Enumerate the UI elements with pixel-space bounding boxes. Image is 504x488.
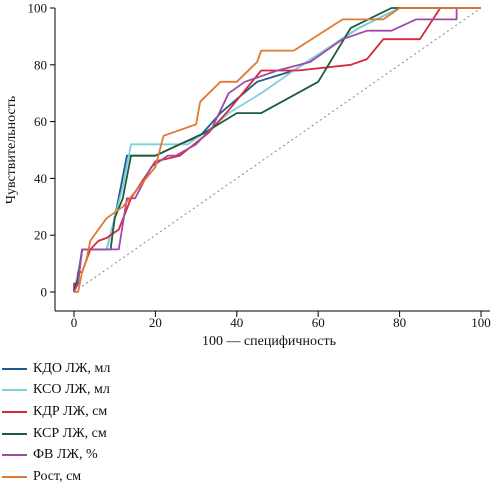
x-tick-label: 20 [149,315,162,330]
y-tick-label: 0 [41,285,48,300]
y-tick-label: 100 [28,1,48,16]
series-lines [73,7,481,293]
legend-item: ФВ ЛЖ, % [2,444,110,466]
legend-swatch [2,367,27,370]
legend-item: КСР ЛЖ, см [2,423,110,445]
y-tick-label: 40 [34,171,47,186]
x-axis-title: 100 — специфичность [202,334,336,349]
x-tick-label: 100 [471,315,491,330]
x-tick-label: 0 [71,315,78,330]
series-line-6 [74,7,481,293]
y-ticks: 0 20 40 60 80 100 [28,1,55,300]
legend: КДО ЛЖ, мл КСО ЛЖ, мл КДР ЛЖ, см КСР ЛЖ, см… [2,358,110,488]
y-tick-label: 60 [34,114,47,129]
legend-label: КДО ЛЖ, мл [33,360,111,376]
plot-area: 0 20 40 60 80 100 0 20 40 60 80 100 [28,1,491,331]
y-tick-label: 20 [34,228,47,243]
roc-chart: 0 20 40 60 80 100 0 20 40 60 80 100 100 — специфич… [4,1,491,350]
x-tick-label: 60 [312,315,325,330]
legend-swatch [2,454,27,457]
legend-label: КСО ЛЖ, мл [33,382,110,398]
legend-item: КДР ЛЖ, см [2,401,110,423]
legend-label: ФВ ЛЖ, % [33,447,98,463]
x-tick-label: 80 [393,315,406,330]
legend-swatch [2,432,27,435]
x-tick-label: 40 [230,315,243,330]
legend-item: КСО ЛЖ, мл [2,380,110,402]
x-ticks: 0 20 40 60 80 100 [71,311,491,330]
y-tick-label: 80 [34,57,47,72]
series-line-5 [73,7,481,293]
legend-swatch [2,410,27,413]
legend-item: КДО ЛЖ, мл [2,358,110,380]
y-axis-title: Чувствительность [4,96,19,204]
legend-swatch [2,389,27,392]
legend-label: КСР ЛЖ, см [33,425,107,441]
legend-label: КДР ЛЖ, см [33,403,108,419]
